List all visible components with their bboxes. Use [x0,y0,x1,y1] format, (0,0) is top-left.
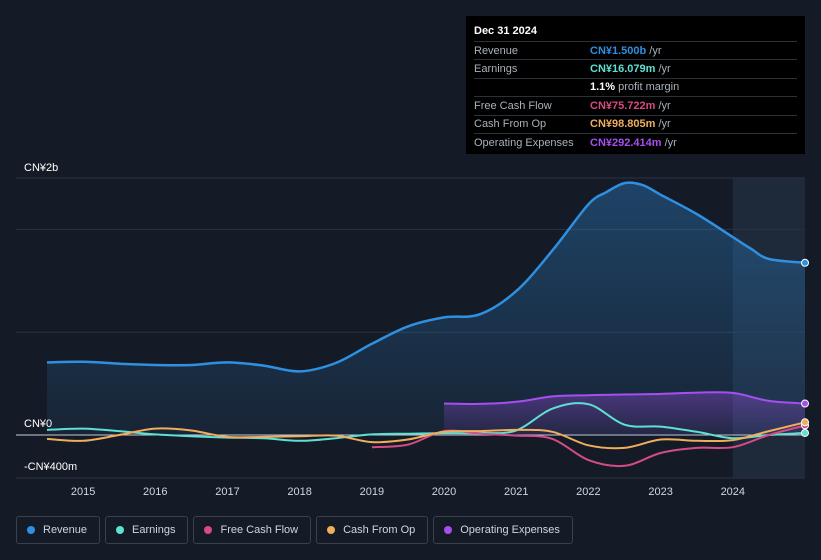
x-tick-label: 2017 [215,486,239,498]
tooltip-row-unit: /yr [658,99,671,112]
revenue-area [47,182,805,435]
tooltip-row: Earnings CN¥16.079m/yr [474,59,797,77]
y-top-label: CN¥2b [24,162,58,174]
revenue-line [46,181,806,373]
tooltip-date: Dec 31 2024 [474,25,537,37]
y-zero-label: CN¥0 [24,418,52,430]
series-layer [46,181,809,468]
legend-item-revenue[interactable]: Revenue [16,516,101,544]
legend-item-operating-expenses[interactable]: Operating Expenses [433,516,573,544]
tooltip-row: Cash From Op CN¥98.805m/yr [474,114,797,133]
legend-label: Free Cash Flow [220,524,299,536]
x-tick-label: 2018 [287,486,311,498]
legend: Revenue Earnings Free Cash Flow Cash From O… [16,516,578,546]
earnings-line [46,402,806,442]
legend-dot-icon [27,526,35,534]
tooltip-row-unit: profit margin [618,81,680,94]
x-axis: 2015 2016 2017 2018 2019 2020 2021 2022 2023 2024 [71,486,745,498]
legend-dot-icon [327,526,336,534]
legend-label: Revenue [43,524,88,536]
tooltip-row: Operating Expenses CN¥292.414m/yr [474,132,797,151]
x-tick-label: 2020 [432,486,456,498]
tooltip-row: Revenue CN¥1.500b/yr [474,41,797,59]
legend-dot-icon [204,526,213,534]
operating-expenses-line [443,391,806,405]
legend-label: Cash From Op [343,524,416,536]
tooltip-row-value: CN¥292.414m [590,136,662,149]
chart: 2015 2016 2017 2018 2019 2020 2021 2022 2023 2024… [16,162,809,498]
tooltip-row-value: CN¥98.805m [590,118,656,131]
legend-label: Earnings [132,524,176,536]
operating-expenses-area [444,392,805,435]
legend-item-cash-from-op[interactable]: Cash From Op [316,516,429,544]
tooltip-row-unit: /yr [658,118,671,131]
tooltip-row-value: 1.1% [590,81,616,94]
cash-from-op-line [46,421,806,450]
revenue-end-point [801,258,809,267]
tooltip-row-unit: /yr [664,136,677,149]
tooltip-row-label: Revenue [474,44,519,57]
tooltip-row-label: Free Cash Flow [474,99,552,112]
x-tick-label: 2015 [71,486,95,498]
tooltip-row-value: CN¥1.500b [590,44,647,57]
tooltip-rows: Revenue CN¥1.500b/yr Earnings CN¥16.079m/yr… [474,41,797,151]
x-tick-label: 2024 [721,486,745,498]
legend-dot-icon [444,526,453,534]
tooltip-row: 1.1% profit margin [474,77,797,96]
x-tick-label: 2019 [360,486,384,498]
tooltip: Dec 31 2024 Revenue CN¥1.500b/yr Earnings C… [466,16,805,154]
cash-from-op-end-point [801,418,809,427]
earnings-end-point [801,428,809,437]
tooltip-row-value: CN¥75.722m [590,99,656,112]
y-bottom-label: -CN¥400m [24,461,77,473]
legend-item-free-cash-flow[interactable]: Free Cash Flow [193,516,312,544]
tooltip-row-unit: /yr [658,63,671,76]
legend-label: Operating Expenses [460,524,560,536]
x-tick-label: 2016 [143,486,167,498]
tooltip-row-unit: /yr [649,44,662,57]
tooltip-row-label: Earnings [474,63,518,76]
legend-dot-icon [116,526,125,534]
x-tick-label: 2022 [576,486,600,498]
x-tick-label: 2021 [504,486,528,498]
operating-expenses-end-point [801,399,809,408]
tooltip-row-label: Cash From Op [474,118,547,131]
tooltip-row-label: Operating Expenses [474,136,574,149]
tooltip-row: Free Cash Flow CN¥75.722m/yr [474,96,797,114]
x-tick-label: 2023 [648,486,672,498]
tooltip-row-value: CN¥16.079m [590,63,656,76]
legend-item-earnings[interactable]: Earnings [105,516,189,544]
